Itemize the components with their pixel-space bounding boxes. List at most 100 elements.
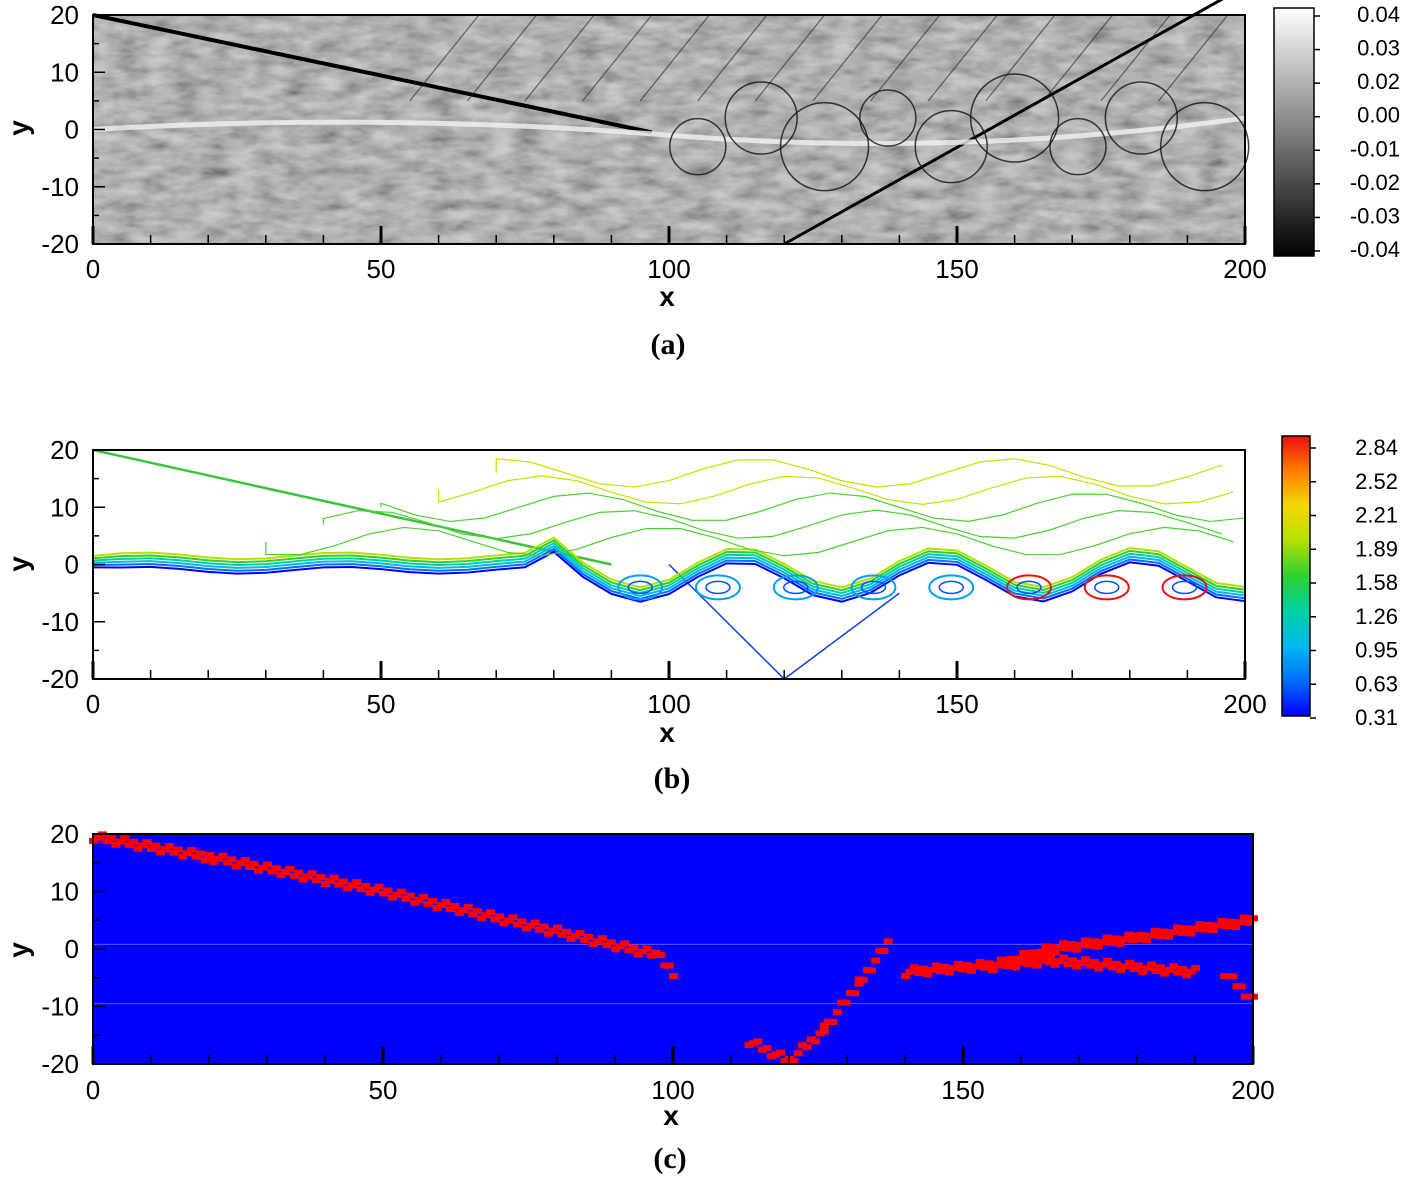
flagged-cell (1142, 965, 1152, 972)
vortex-ring (969, 73, 1060, 163)
flagged-cell (191, 853, 201, 860)
panel-b-contours (92, 448, 1246, 680)
flagged-cell (356, 886, 366, 893)
flagged-cell (1063, 945, 1073, 952)
flagged-cell (1235, 919, 1245, 926)
vortex-ring (859, 89, 917, 147)
flagged-cell (1081, 956, 1091, 963)
flagged-cell (832, 1009, 842, 1016)
flagged-cell (1137, 931, 1147, 938)
flagged-cell (236, 860, 246, 867)
flagged-cell (1010, 964, 1020, 971)
flagged-cell (1089, 938, 1099, 945)
vortex-ring (724, 81, 798, 155)
vortex-ring (1159, 101, 1250, 192)
flagged-cell (1089, 958, 1099, 965)
mach-wave (582, 14, 653, 102)
flagged-cell (249, 860, 259, 867)
flagged-cell (753, 1038, 763, 1045)
flagged-cell (819, 1028, 829, 1035)
flagged-cell (984, 960, 994, 967)
vortex-contour (617, 574, 664, 601)
panel-b-colorbar: 2.84 2.52 2.21 1.89 1.58 1.26 0.95 0.63 0.31 (1281, 435, 1398, 730)
vortex-contour (772, 574, 819, 601)
flagged-cell (1059, 940, 1069, 947)
flagged-cell (316, 874, 326, 881)
colorbar-label: 0.03 (1357, 36, 1400, 61)
vortex-contour (1016, 580, 1042, 595)
x-axis-title: x (659, 717, 675, 748)
flagged-cell (1150, 927, 1160, 934)
colorbar-label: 0.02 (1357, 69, 1400, 94)
flagged-cell (1037, 958, 1047, 965)
mach-wave (754, 14, 825, 102)
y-tick-label: 10 (50, 492, 79, 522)
flagged-cell (971, 963, 981, 970)
flagged-cell (102, 838, 112, 845)
flagged-cell (757, 1046, 767, 1053)
x-tick-label: 0 (86, 1075, 100, 1105)
mach-wave (1042, 14, 1113, 102)
flagged-cell (1015, 959, 1025, 966)
vortex-contour (782, 580, 809, 595)
flagged-cell (748, 1040, 758, 1047)
flagged-cell (629, 944, 639, 951)
flagged-cell (111, 841, 121, 848)
flagged-cell (1186, 968, 1196, 975)
x-tick-label: 150 (941, 1075, 984, 1105)
flagged-cell (1208, 927, 1218, 934)
colorbar-label: 0.04 (1357, 2, 1400, 27)
flagged-cell (1098, 961, 1108, 968)
flagged-cell (944, 969, 954, 976)
flagged-cell (419, 893, 429, 900)
panel-a-flow-features (92, 0, 1250, 246)
panel-a-caption: (a) (651, 328, 686, 361)
flagged-cell (276, 872, 286, 879)
flagged-cell (1129, 966, 1139, 973)
panel-a-colorbar-bar (1273, 7, 1315, 257)
flagged-cell (1124, 931, 1134, 938)
x-tick-label: 0 (86, 689, 100, 719)
flagged-cell (584, 934, 594, 941)
flagged-cell (374, 883, 384, 890)
flagged-cell (173, 846, 183, 853)
y-tick-label: -10 (41, 172, 79, 202)
y-tick-label: 0 (65, 550, 79, 580)
flagged-cell (1024, 961, 1034, 968)
colorbar-label: 2.21 (1355, 503, 1398, 528)
mach-wave (812, 14, 883, 102)
flagged-cell (931, 962, 941, 969)
x-tick-label: 150 (935, 254, 978, 284)
flagged-cell (669, 973, 678, 980)
flagged-cell (1111, 960, 1121, 967)
flagged-cell (285, 865, 295, 872)
mach-wave (524, 14, 595, 102)
flagged-cell (187, 846, 197, 853)
flagged-cell (142, 839, 152, 846)
colorbar-label: 0.63 (1355, 671, 1398, 696)
y-tick-label: -10 (41, 607, 79, 637)
upper-contour (438, 475, 1234, 505)
flagged-cell (927, 966, 937, 973)
flagged-cell (1168, 929, 1178, 936)
y-tick-label: 20 (50, 435, 79, 465)
flagged-cell (298, 876, 308, 883)
reflected-shock (783, 0, 1224, 246)
flagged-cell (155, 849, 165, 856)
vortex-contour (705, 580, 731, 595)
flagged-cell (303, 873, 313, 880)
flagged-cell (263, 861, 272, 868)
flagged-cell (1155, 964, 1165, 971)
flagged-cell (294, 869, 304, 876)
flagged-cell (1240, 914, 1250, 921)
flagged-cell (993, 961, 1003, 968)
colorbar-label: 0.31 (1355, 705, 1398, 730)
flagged-cell (1080, 937, 1090, 944)
flagged-cell (655, 952, 665, 959)
flagged-cell (883, 938, 893, 945)
flagged-cell (1032, 962, 1042, 969)
flagged-cell (267, 868, 277, 875)
flagged-cell (106, 834, 116, 841)
